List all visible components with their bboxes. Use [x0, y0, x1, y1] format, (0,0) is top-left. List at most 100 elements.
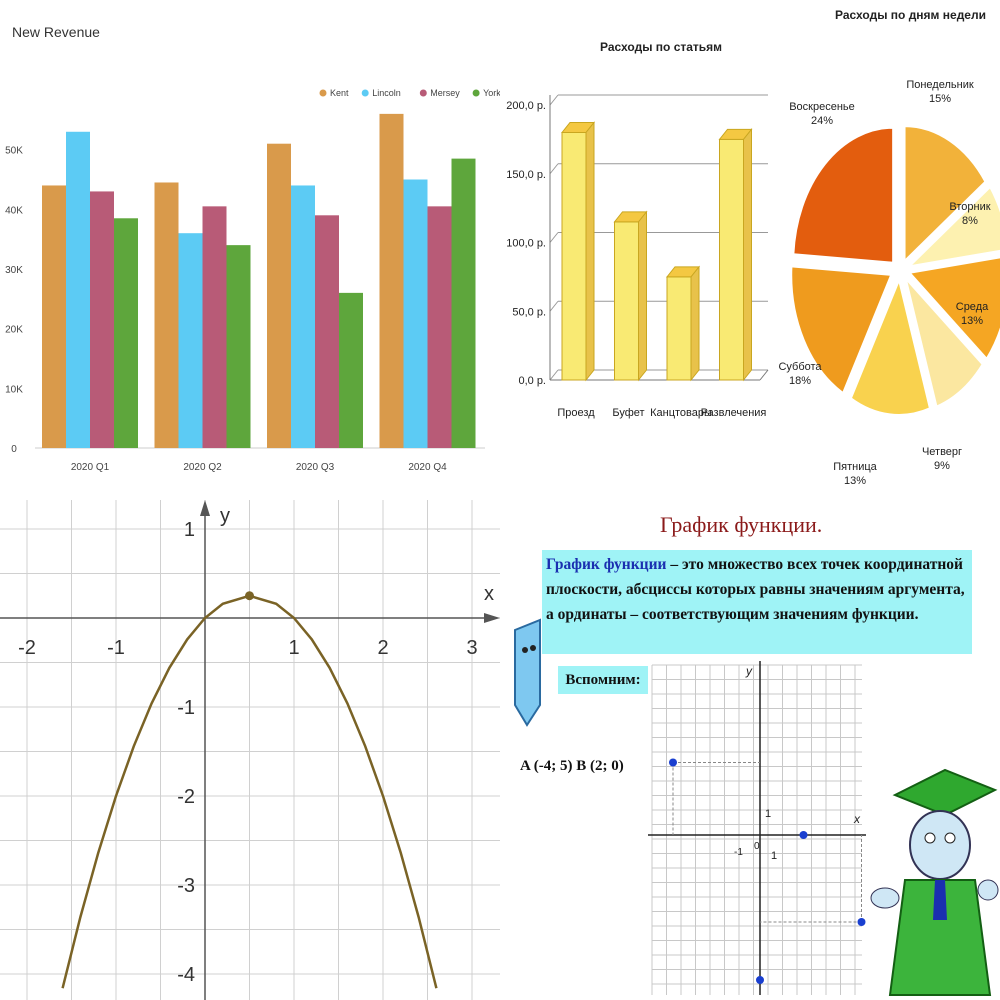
expenses-charts: 0,0 р. 50,0 р. 100,0 р. 150,0 р. 200,0 р. Про…	[506, 79, 1000, 487]
y-tick-label: 1	[184, 519, 195, 541]
pie-label: Пятница	[833, 461, 877, 473]
pie-label: Понедельник	[906, 79, 974, 91]
bar-side	[638, 210, 647, 382]
professor-eye	[944, 832, 956, 844]
bar-side	[743, 127, 752, 382]
vertex-point	[245, 591, 254, 601]
y-tick-label: 50,0 р.	[512, 306, 546, 318]
x-tick-label: 2020 Q2	[183, 462, 222, 473]
bar-mersey	[315, 215, 339, 448]
parabola-graph: x y -2 -1 1 2 3 1 -1 -2 -3 -4	[0, 500, 500, 1000]
professor-head	[909, 810, 971, 880]
pie-slice	[904, 277, 984, 409]
definition-box: График функции – это множество всех точе…	[542, 550, 972, 654]
x-tick-label: Канцтовары	[650, 407, 712, 419]
legend-marker	[419, 89, 427, 97]
pie-percent: 18%	[789, 375, 811, 387]
professor-robe	[888, 879, 992, 996]
bar-0	[561, 132, 587, 381]
pie-percent: 9%	[934, 460, 950, 472]
bar-lincoln	[291, 185, 315, 448]
mini-one-y: 1	[765, 808, 771, 820]
y-axis-arrow	[200, 500, 210, 516]
floor-edge	[759, 369, 769, 381]
bar-kent	[42, 185, 66, 448]
function-definition-slide: График функции. График функции – это мно…	[500, 500, 1000, 1000]
bar-york	[339, 292, 363, 448]
y-tick-label: -4	[177, 964, 195, 986]
legend-marker	[361, 89, 369, 97]
x-tick-label: 2020 Q1	[71, 462, 110, 473]
y-tick-label: 200,0 р.	[506, 100, 546, 112]
y-tick-label: 30K	[5, 265, 23, 276]
pie-slice	[907, 256, 1000, 361]
y-tick-label: -1	[177, 697, 195, 719]
bar-side	[585, 121, 595, 382]
chart-title: New Revenue	[12, 24, 100, 40]
bar-mersey	[90, 191, 114, 448]
mini-y-label: y	[745, 664, 753, 678]
x-axis-label: x	[484, 583, 494, 605]
legend-label: York	[483, 88, 500, 98]
bar-kent	[267, 143, 291, 448]
bar-york	[114, 218, 138, 448]
bar-lincoln	[66, 131, 90, 448]
x-tick-label: Проезд	[557, 407, 595, 419]
pencil-eye	[530, 645, 536, 651]
pie-slice	[906, 185, 1000, 268]
x-tick-label: -1	[107, 637, 125, 659]
new-revenue-chart-panel: New Revenue 0 10K 20K 30K 40K 50K 2020 Q1 2020 …	[0, 0, 500, 500]
pie-label: Воскресенье	[789, 101, 855, 113]
bar-lincoln	[403, 179, 428, 448]
y-tick-label: 0	[11, 444, 17, 455]
bar-kent	[154, 182, 179, 448]
mini-neg-one: -1	[734, 847, 743, 858]
x-tick-label: Буфет	[612, 407, 644, 419]
bar-kent	[379, 113, 404, 448]
mini-origin: 0	[754, 841, 760, 852]
legend-label: Lincoln	[372, 88, 401, 98]
pie-slice	[792, 126, 895, 264]
bar-1	[614, 221, 639, 381]
y-tick-label: 150,0 р.	[506, 169, 546, 181]
pie-label: Суббота	[778, 361, 822, 373]
bar-side	[690, 265, 700, 382]
y-tick-label: 40K	[5, 205, 23, 216]
gridline-depth	[549, 163, 559, 175]
parabola-graph-panel: x y -2 -1 1 2 3 1 -1 -2 -3 -4	[0, 500, 500, 1000]
remember-label: Вспомним:	[558, 666, 648, 694]
bar-3	[719, 138, 744, 381]
expenses-panel: Расходы по статьям Расходы по дням недел…	[500, 0, 1000, 500]
pie-percent: 15%	[929, 93, 951, 105]
professor-hand	[870, 887, 900, 909]
legend-label: Kent	[330, 88, 349, 98]
pie-label: Среда	[956, 301, 989, 313]
y-tick-label: 0,0 р.	[518, 375, 546, 387]
y-tick-label: 20K	[5, 325, 23, 336]
x-tick-label: Развлечения	[701, 407, 767, 419]
legend-marker	[319, 89, 327, 97]
slide-title: График функции.	[660, 512, 823, 537]
y-tick-label: 100,0 р.	[506, 238, 546, 250]
mini-one-x: 1	[771, 850, 777, 862]
legend-marker	[472, 89, 480, 97]
mini-point	[669, 758, 677, 767]
x-tick-label: 2020 Q4	[408, 462, 447, 473]
pie-label: Вторник	[949, 201, 990, 213]
pie-label: Четверг	[922, 446, 962, 458]
x-tick-label: 1	[288, 637, 299, 659]
bar-york	[451, 158, 476, 448]
mini-x-label: x	[853, 812, 861, 826]
legend-label: Mersey	[430, 88, 460, 98]
mini-point	[799, 831, 808, 839]
pencil-eye	[522, 647, 528, 653]
bar-mersey	[427, 206, 452, 448]
x-tick-label: 2	[377, 637, 388, 659]
professor-eye	[924, 832, 936, 844]
pie-slice	[849, 276, 932, 416]
graduation-cap-icon	[892, 768, 998, 817]
x-tick-label: 2020 Q3	[296, 462, 335, 473]
bar-york	[226, 245, 251, 448]
pie-percent: 13%	[961, 315, 983, 327]
